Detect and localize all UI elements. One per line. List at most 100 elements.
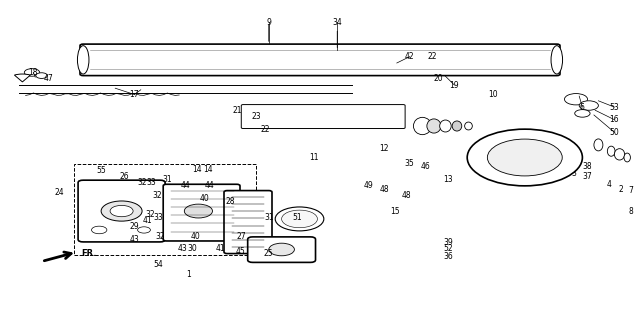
Text: 48: 48 [401,191,412,200]
Text: 23: 23 [251,112,261,121]
Text: 9: 9 [266,18,271,26]
Text: 55: 55 [96,166,106,175]
Text: 7: 7 [628,186,633,195]
Circle shape [184,204,212,218]
Ellipse shape [624,153,630,162]
Text: 41: 41 [216,244,226,253]
Text: 29: 29 [129,222,140,231]
Circle shape [269,243,294,256]
Text: 30: 30 [187,244,197,253]
Text: 17: 17 [129,90,140,99]
Ellipse shape [440,120,451,132]
Circle shape [138,227,150,233]
Text: 4: 4 [607,180,612,189]
Text: 46: 46 [420,163,431,171]
Circle shape [487,139,563,176]
Text: 14: 14 [192,165,202,174]
Ellipse shape [614,149,625,160]
Text: 37: 37 [582,172,593,181]
Text: 12: 12 [380,144,388,152]
FancyBboxPatch shape [80,44,560,76]
Text: 14: 14 [203,165,213,174]
Text: 53: 53 [609,103,620,112]
Text: 19: 19 [449,81,460,89]
Text: 6: 6 [580,103,585,112]
Text: 45: 45 [235,248,245,256]
Text: 40: 40 [190,232,200,241]
Text: 3: 3 [572,169,577,178]
Ellipse shape [594,139,603,151]
Text: 42: 42 [404,52,415,61]
Text: 43: 43 [177,244,188,253]
Text: 1: 1 [186,270,191,278]
Text: 33: 33 [147,178,157,187]
FancyBboxPatch shape [241,105,405,129]
Text: 5: 5 [557,166,563,175]
Text: 31: 31 [264,213,274,222]
Ellipse shape [465,122,472,130]
Circle shape [467,129,582,186]
Text: 27: 27 [236,232,246,241]
Circle shape [36,73,47,78]
Text: 31: 31 [163,175,173,184]
Wedge shape [15,74,31,82]
Text: 47: 47 [43,74,53,83]
Text: 11: 11 [309,153,318,162]
Text: 51: 51 [292,213,303,222]
Ellipse shape [551,46,563,74]
Circle shape [575,110,590,117]
Text: 26: 26 [120,172,130,181]
Circle shape [564,94,588,105]
FancyBboxPatch shape [163,184,240,241]
Text: 15: 15 [390,207,400,215]
Text: 50: 50 [609,128,620,137]
Text: 32: 32 [137,178,147,187]
Ellipse shape [427,119,441,133]
Circle shape [24,69,40,76]
Text: 32: 32 [145,210,156,219]
Text: 43: 43 [129,235,140,244]
Ellipse shape [77,46,89,74]
Text: 54: 54 [153,260,163,269]
Text: 39: 39 [443,238,453,247]
FancyBboxPatch shape [78,180,165,242]
Circle shape [101,201,142,221]
Text: 10: 10 [488,90,498,99]
Text: 44: 44 [205,181,215,190]
Text: 22: 22 [428,52,436,61]
Text: 34: 34 [332,18,342,26]
Text: 22: 22 [261,125,270,134]
Text: FR.: FR. [81,249,97,258]
Ellipse shape [413,117,431,135]
Text: 35: 35 [404,159,415,168]
Text: 33: 33 [153,213,163,222]
Text: 32: 32 [152,191,162,200]
Text: 32: 32 [155,232,165,241]
Text: 20: 20 [433,74,444,83]
Text: 21: 21 [232,106,241,115]
Text: 52: 52 [443,244,453,253]
Circle shape [579,101,598,110]
Text: 36: 36 [443,252,453,261]
Circle shape [110,205,133,217]
Text: 49: 49 [363,181,373,190]
Text: 24: 24 [54,188,64,197]
Text: 13: 13 [443,175,453,184]
Ellipse shape [607,146,615,156]
FancyBboxPatch shape [224,191,272,254]
Text: 18: 18 [29,68,38,77]
Text: 28: 28 [226,197,235,206]
Text: 48: 48 [379,185,389,193]
Text: 8: 8 [628,207,633,215]
Bar [74,164,256,255]
Ellipse shape [452,121,462,131]
Circle shape [282,210,317,228]
Text: 40: 40 [200,194,210,203]
Text: 25: 25 [264,249,274,258]
Text: 16: 16 [609,115,620,124]
Text: 2: 2 [618,185,623,193]
FancyBboxPatch shape [248,237,316,262]
Text: 44: 44 [180,181,191,190]
Text: 38: 38 [582,163,593,171]
Text: 41: 41 [142,216,152,225]
